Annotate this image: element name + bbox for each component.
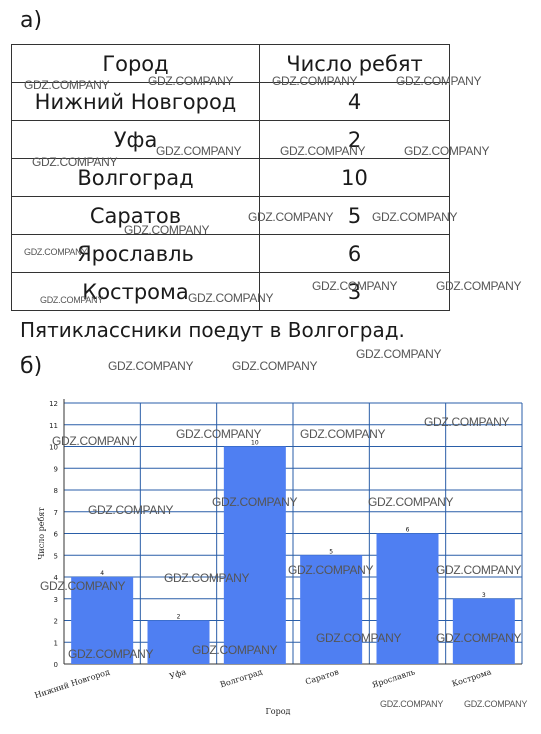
table-header-row: Город Число ребят [11, 44, 450, 83]
watermark: GDZ.COMPANY [52, 434, 138, 448]
category-label: Саратов [304, 667, 340, 686]
watermark: GDZ.COMPANY [156, 144, 242, 158]
watermark: GDZ.COMPANY [380, 699, 444, 709]
y-tick-label: 4 [54, 574, 59, 582]
city-cell: Кострома [11, 272, 260, 311]
bar [147, 620, 210, 664]
y-tick-label: 11 [49, 422, 58, 430]
bar [300, 555, 363, 664]
city-cell: Саратов [11, 196, 260, 235]
count-cell: 6 [259, 234, 450, 273]
watermark: GDZ.COMPANY [424, 415, 510, 429]
watermark: GDZ.COMPANY [148, 74, 234, 88]
watermark: GDZ.COMPANY [88, 503, 174, 517]
watermark: GDZ.COMPANY [164, 571, 250, 585]
category-label: Уфа [168, 667, 187, 681]
watermark: GDZ.COMPANY [68, 647, 154, 661]
watermark: GDZ.COMPANY [124, 223, 210, 237]
watermark: GDZ.COMPANY [372, 210, 458, 224]
watermark: GDZ.COMPANY [32, 155, 118, 169]
city-cell: Волгоград [11, 158, 260, 197]
count-cell: 3 [259, 272, 450, 311]
watermark: GDZ.COMPANY [24, 78, 110, 92]
section-b-label: б) [20, 354, 43, 379]
y-tick-label: 12 [49, 400, 58, 408]
data-label: 5 [329, 548, 333, 555]
y-axis-title: Число ребят [37, 507, 46, 560]
watermark: GDZ.COMPANY [176, 427, 262, 441]
watermark: GDZ.COMPANY [280, 144, 366, 158]
answer-text: Пятиклассники поедут в Волгоград. [20, 318, 405, 342]
table-row: Кострома 3 [11, 272, 450, 311]
watermark: GDZ.COMPANY [212, 495, 298, 509]
watermark: GDZ.COMPANY [436, 631, 522, 645]
category-label: Волгоград [219, 667, 264, 689]
watermark: GDZ.COMPANY [396, 74, 482, 88]
watermark: GDZ.COMPANY [404, 144, 490, 158]
category-label: Ярославль [371, 667, 417, 690]
count-cell: 10 [259, 158, 450, 197]
watermark: GDZ.COMPANY [464, 699, 528, 709]
data-label: 10 [251, 440, 259, 447]
watermark: GDZ.COMPANY [108, 359, 194, 373]
watermark: GDZ.COMPANY [288, 563, 374, 577]
watermark: GDZ.COMPANY [436, 563, 522, 577]
city-table: Город Число ребят Нижний Новгород 4 Уфа … [11, 44, 450, 311]
x-axis-title: Город [266, 707, 291, 716]
table-row: Саратов 5 [11, 196, 450, 235]
data-label: 4 [100, 570, 104, 577]
y-tick-label: 5 [54, 552, 58, 560]
watermark: GDZ.COMPANY [188, 291, 274, 305]
y-tick-label: 6 [54, 531, 59, 539]
watermark: GDZ.COMPANY [40, 579, 126, 593]
category-label: Нижний Новгород [33, 667, 110, 700]
section-a-label: а) [20, 8, 43, 33]
watermark: GDZ.COMPANY [356, 347, 442, 361]
watermark: GDZ.COMPANY [436, 279, 522, 293]
data-label: 2 [177, 614, 181, 621]
header-city: Город [11, 44, 260, 83]
bar [376, 533, 439, 664]
watermark: GDZ.COMPANY [24, 247, 88, 257]
watermark: GDZ.COMPANY [368, 495, 454, 509]
bar [223, 446, 286, 664]
data-label: 6 [406, 527, 410, 534]
watermark: GDZ.COMPANY [40, 295, 104, 305]
y-tick-label: 1 [54, 639, 58, 647]
header-count: Число ребят [259, 44, 450, 83]
y-tick-label: 10 [49, 444, 58, 452]
data-label: 3 [482, 592, 486, 599]
watermark: GDZ.COMPANY [300, 427, 386, 441]
y-tick-label: 7 [54, 509, 58, 517]
y-tick-label: 2 [54, 618, 58, 626]
y-tick-label: 9 [54, 465, 58, 473]
count-cell: 2 [259, 120, 450, 159]
watermark: GDZ.COMPANY [272, 74, 358, 88]
category-label: Кострома [451, 667, 493, 688]
watermark: GDZ.COMPANY [248, 210, 334, 224]
bar [452, 598, 515, 664]
y-tick-label: 8 [54, 487, 58, 495]
y-tick-label: 3 [54, 596, 58, 604]
count-cell: 4 [259, 82, 450, 121]
watermark: GDZ.COMPANY [312, 279, 398, 293]
table-row: Волгоград 10 [11, 158, 450, 197]
watermark: GDZ.COMPANY [316, 631, 402, 645]
y-tick-label: 0 [54, 661, 58, 669]
watermark: GDZ.COMPANY [192, 643, 278, 657]
watermark: GDZ.COMPANY [232, 359, 318, 373]
bar [71, 577, 134, 664]
city-cell: Нижний Новгород [11, 82, 260, 121]
